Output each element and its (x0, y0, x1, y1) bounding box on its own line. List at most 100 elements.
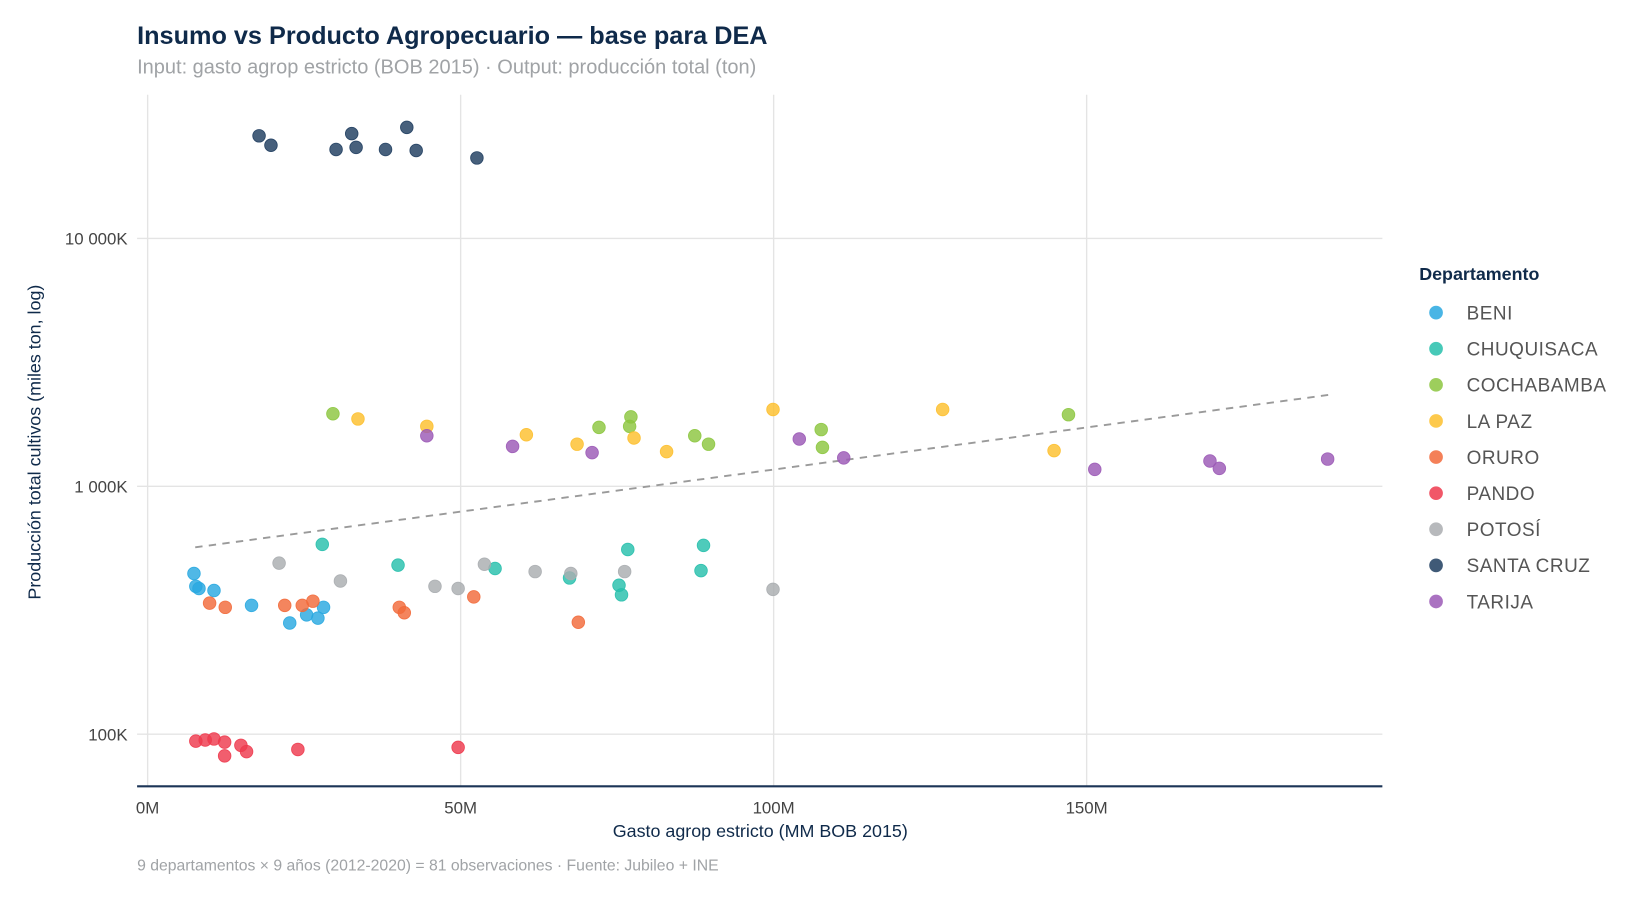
legend-key-tarija (1429, 594, 1443, 609)
point-la-paz (935, 402, 950, 417)
y-tick-labels: 100K 1 000K 10 000K (65, 230, 128, 745)
data-points (187, 120, 1335, 763)
chart-title: Insumo vs Producto Agropecuario — base p… (137, 22, 767, 50)
point-la-paz (570, 437, 584, 451)
point-santa-cruz (378, 142, 393, 157)
y-tick-label: 1 000K (74, 478, 128, 497)
legend-key-chuquisaca (1429, 341, 1443, 356)
point-la-paz (519, 427, 534, 442)
legend-label: PANDO (1467, 484, 1536, 505)
point-chuquisaca (315, 537, 330, 552)
point-santa-cruz (344, 126, 359, 141)
point-potos- (451, 581, 465, 596)
point-chuquisaca (694, 563, 708, 578)
x-axis-title: Gasto agrop estricto (MM BOB 2015) (613, 821, 908, 841)
point-tarija (792, 432, 807, 446)
x-tick-label: 50M (444, 799, 477, 818)
point-cochabamba (815, 440, 830, 455)
y-axis-title: Producción total cultivos (miles ton, lo… (24, 285, 44, 600)
point-santa-cruz (409, 143, 423, 158)
point-potos- (272, 556, 286, 570)
legend: Departamento BENI CHUQUISACA COCHABAMBA LA … (1419, 264, 1606, 613)
point-chuquisaca (391, 558, 405, 572)
legend-key-la-paz (1429, 414, 1443, 428)
legend-key-santa-cruz (1429, 558, 1443, 573)
point-tarija (1212, 461, 1227, 476)
point-beni (316, 600, 331, 615)
point-chuquisaca (621, 542, 635, 557)
point-tarija (837, 451, 851, 465)
point-santa-cruz (349, 140, 363, 155)
point-oruro (277, 598, 292, 613)
legend-label: COCHABAMBA (1467, 376, 1607, 397)
point-potos- (477, 557, 492, 571)
legend-key-cochabamba (1429, 378, 1443, 392)
legend-label: POTOSÍ (1467, 520, 1542, 541)
legend-key-potos- (1429, 522, 1443, 537)
point-potos- (617, 564, 632, 579)
point-chuquisaca (614, 588, 629, 602)
x-tick-label: 100M (753, 799, 795, 818)
x-tick-label: 0M (136, 799, 159, 818)
point-cochabamba (622, 419, 637, 434)
point-potos- (333, 574, 348, 588)
point-oruro (306, 594, 320, 608)
point-chuquisaca (696, 538, 711, 553)
point-potos- (428, 579, 442, 594)
point-pando (291, 742, 305, 757)
x-tick-label: 150M (1066, 799, 1108, 818)
point-santa-cruz (470, 151, 484, 165)
point-la-paz (659, 444, 674, 459)
point-la-paz (1047, 443, 1061, 458)
point-tarija (420, 428, 434, 443)
point-oruro (467, 590, 481, 604)
x-tick-labels: 0M 50M 100M 150M (136, 799, 1108, 818)
point-tarija (585, 445, 599, 460)
point-oruro (397, 606, 412, 620)
point-beni (207, 583, 221, 598)
legend-label: LA PAZ (1467, 412, 1533, 433)
point-santa-cruz (264, 138, 278, 152)
point-beni (244, 598, 259, 613)
point-tarija (505, 439, 520, 454)
point-tarija (1320, 452, 1335, 466)
legend-label: BENI (1467, 303, 1513, 324)
point-cochabamba (814, 422, 828, 437)
point-oruro (202, 596, 217, 610)
point-beni (192, 581, 206, 596)
point-beni (187, 566, 201, 581)
point-beni (282, 616, 297, 630)
legend-label: SANTA CRUZ (1467, 556, 1591, 577)
legend-label: ORURO (1467, 448, 1540, 469)
point-oruro (571, 615, 586, 629)
point-cochabamba (701, 437, 716, 451)
legend-key-beni (1429, 305, 1443, 320)
legend-label: TARIJA (1467, 592, 1534, 613)
point-la-paz (627, 431, 641, 445)
point-tarija (1088, 462, 1102, 477)
point-cochabamba (326, 406, 340, 421)
point-cochabamba (688, 428, 702, 443)
point-cochabamba (1061, 407, 1076, 422)
point-oruro (218, 600, 232, 615)
point-potos- (766, 582, 780, 597)
legend-key-pando (1429, 486, 1443, 500)
point-pando (239, 744, 254, 759)
legend-title: Departamento (1419, 264, 1539, 284)
point-la-paz (351, 412, 365, 426)
point-pando (451, 740, 465, 755)
point-pando (217, 749, 232, 763)
point-santa-cruz (400, 120, 414, 135)
chart-caption: 9 departamentos × 9 años (2012-2020) = 8… (137, 858, 719, 875)
trend-line (195, 393, 1330, 549)
point-potos- (528, 564, 542, 579)
legend-key-oruro (1429, 450, 1443, 464)
legend-label: CHUQUISACA (1467, 340, 1599, 361)
point-santa-cruz (252, 129, 266, 143)
gridlines (137, 94, 1383, 787)
trendline-group (195, 393, 1330, 549)
y-tick-label: 10 000K (65, 230, 128, 249)
point-beni (311, 611, 325, 625)
point-potos- (564, 566, 578, 581)
